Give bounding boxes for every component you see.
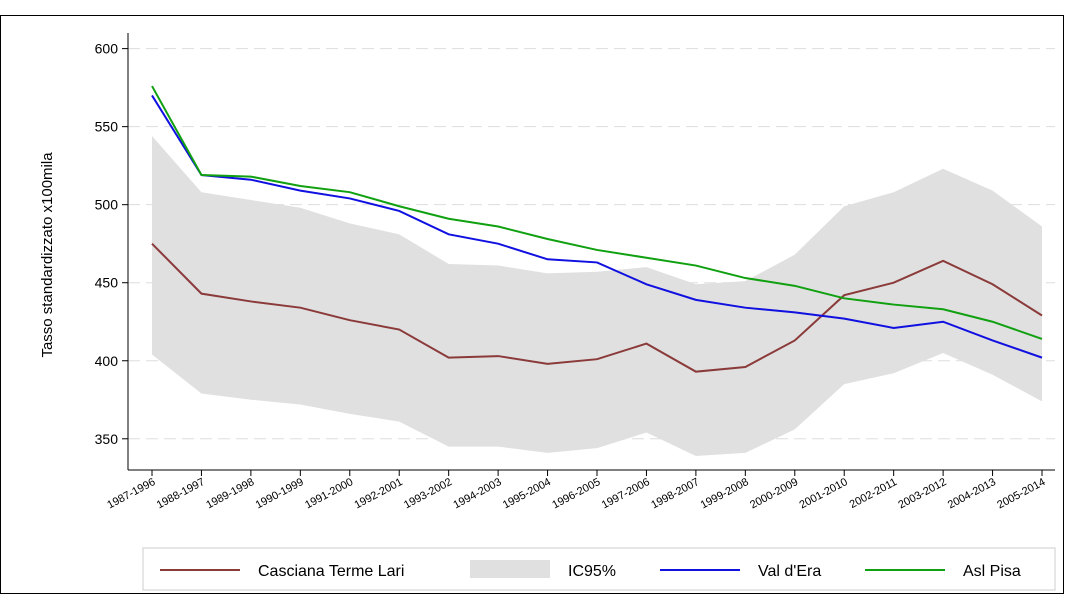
x-tick-label: 1995-2004 [501, 476, 553, 511]
y-tick-label: 450 [95, 275, 119, 291]
legend-label: IC95% [568, 563, 616, 580]
x-tick-label: 1990-1999 [254, 476, 306, 511]
x-tick-label: 2000-2009 [748, 476, 800, 511]
series-line [151, 94, 1043, 359]
x-tick-label: 2001-2010 [798, 476, 850, 511]
x-tick-label: 1989-1998 [204, 476, 256, 511]
y-tick-label: 500 [95, 197, 119, 213]
y-tick-label: 350 [95, 431, 119, 447]
legend-label: Casciana Terme Lari [258, 563, 404, 580]
x-tick-label: 1994-2003 [451, 476, 503, 511]
x-tick-label: 1998-2007 [649, 476, 701, 511]
x-tick-label: 1992-2001 [353, 476, 405, 511]
series-line [151, 85, 1043, 340]
y-tick-label: 400 [95, 353, 119, 369]
x-tick-label: 1996-2005 [550, 476, 602, 511]
x-tick-label: 2004-2013 [946, 476, 998, 511]
legend-swatch [470, 560, 550, 578]
x-tick-label: 1988-1997 [155, 476, 207, 511]
legend-label: Asl Pisa [963, 563, 1021, 580]
ci-band [152, 136, 1042, 456]
x-tick-label: 1991-2000 [303, 476, 355, 511]
y-axis-label: Tasso standardizzato x100mila [39, 152, 56, 358]
x-tick-label: 1987-1996 [105, 476, 157, 511]
x-tick-label: 2003-2012 [896, 476, 948, 511]
x-tick-label: 2005-2014 [995, 476, 1047, 511]
x-tick-label: 1999-2008 [699, 476, 751, 511]
y-tick-label: 550 [95, 119, 119, 135]
y-tick-label: 600 [95, 41, 119, 57]
x-tick-label: 1997-2006 [600, 476, 652, 511]
x-tick-label: 2002-2011 [848, 476, 899, 511]
series-line [151, 242, 1043, 373]
legend-label: Val d'Era [758, 563, 821, 580]
x-tick-label: 1993-2002 [402, 476, 454, 511]
